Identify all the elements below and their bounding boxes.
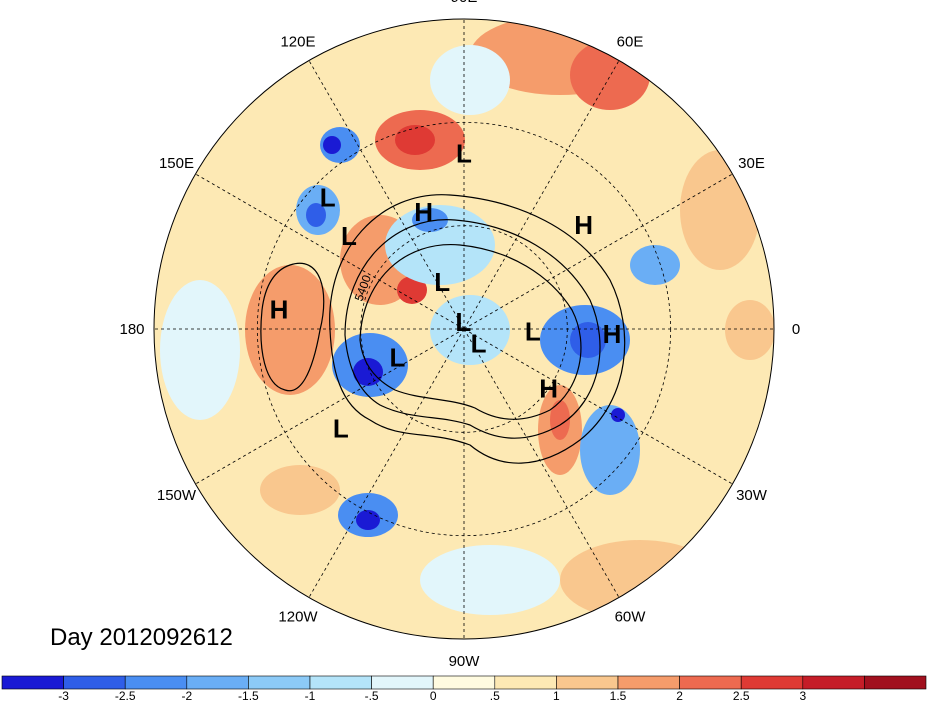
meridian-line xyxy=(463,173,733,330)
geopotential-contours xyxy=(260,194,626,464)
colorbar-swatch xyxy=(617,675,680,690)
longitude-label: 120W xyxy=(278,609,318,626)
colorbar-swatch xyxy=(309,675,372,690)
low-pressure-marker: L xyxy=(341,221,357,251)
colorbar-swatch xyxy=(864,675,927,690)
latitude-circle xyxy=(256,121,672,537)
colorbar-tick-label: 2 xyxy=(676,689,683,702)
colorbar-swatch xyxy=(124,675,188,690)
colorbar: -3 -2.5 -2 -1.5 -1 -.5 0 .5 1 1.5 2 2.5 3 xyxy=(1,675,927,702)
colorbar-tick-label: -1 xyxy=(305,689,316,702)
meridian-line xyxy=(463,328,620,598)
colorbar-tick-label: -2 xyxy=(181,689,192,702)
longitude-label: 60E xyxy=(617,33,644,50)
colorbar-tick-label: 1.5 xyxy=(610,689,627,702)
colorbar-swatch xyxy=(494,675,557,690)
meridian-line xyxy=(308,60,465,330)
longitude-label: 180 xyxy=(119,321,144,338)
colorbar-tick-label: -.5 xyxy=(365,689,379,702)
colorbar-tick-label: -1.5 xyxy=(238,689,259,702)
low-pressure-marker: L xyxy=(471,329,487,359)
low-pressure-marker: L xyxy=(389,342,405,372)
colorbar-swatch xyxy=(556,675,619,690)
longitude-label: 90E xyxy=(451,0,478,6)
low-pressure-marker: L xyxy=(333,414,349,444)
colorbar-tick-label: 2.5 xyxy=(733,689,750,702)
colorbar-tick-label: -2.5 xyxy=(115,689,136,702)
colorbar-tick-label: 1 xyxy=(553,689,560,702)
longitude-label: 90W xyxy=(449,653,481,670)
map-boundary xyxy=(153,18,775,640)
longitude-label: 150E xyxy=(159,155,194,172)
low-pressure-marker: L xyxy=(525,316,541,346)
date-title: Day 2012092612 xyxy=(50,624,233,651)
colorbar-swatch xyxy=(186,675,249,690)
colorbar-tick-label: 3 xyxy=(799,689,806,702)
colorbar-swatch xyxy=(371,675,434,690)
colorbar-tick-label: 0 xyxy=(430,689,437,702)
colorbar-swatch xyxy=(248,675,311,690)
meridian-line xyxy=(463,328,733,485)
high-pressure-marker: H xyxy=(414,197,433,227)
meridian-line xyxy=(463,60,620,330)
low-pressure-marker: L xyxy=(455,307,471,337)
colorbar-swatch xyxy=(63,675,126,690)
colorbar-swatch xyxy=(802,675,865,690)
longitude-labels: 90E 60E 30E 0 30W 60W 90W 120W 150W 180 150E 120E xyxy=(119,0,800,670)
longitude-label: 120E xyxy=(280,33,315,50)
colorbar-swatch xyxy=(740,675,804,690)
meridian-line xyxy=(195,173,465,330)
meridian-line xyxy=(195,328,465,485)
colorbar-tick-label: .5 xyxy=(490,689,500,702)
high-pressure-marker: H xyxy=(270,295,289,325)
meridian-line xyxy=(308,328,465,598)
low-pressure-marker: L xyxy=(320,182,336,212)
graticule xyxy=(154,19,774,639)
longitude-label: 150W xyxy=(157,487,197,504)
colorbar-swatch xyxy=(432,675,496,690)
longitude-label: 30E xyxy=(738,155,765,172)
high-pressure-marker: H xyxy=(574,210,593,240)
latitude-circle xyxy=(360,225,568,433)
low-pressure-marker: L xyxy=(434,267,450,297)
low-pressure-marker: L xyxy=(456,138,472,168)
colorbar-tick-label: -3 xyxy=(58,689,69,702)
longitude-label: 0 xyxy=(792,321,800,338)
longitude-label: 30W xyxy=(736,487,768,504)
longitude-label: 60W xyxy=(615,609,647,626)
colorbar-swatch xyxy=(1,675,64,690)
colorbar-swatch xyxy=(679,675,742,690)
high-pressure-marker: H xyxy=(539,373,558,403)
high-pressure-marker: H xyxy=(603,319,622,349)
